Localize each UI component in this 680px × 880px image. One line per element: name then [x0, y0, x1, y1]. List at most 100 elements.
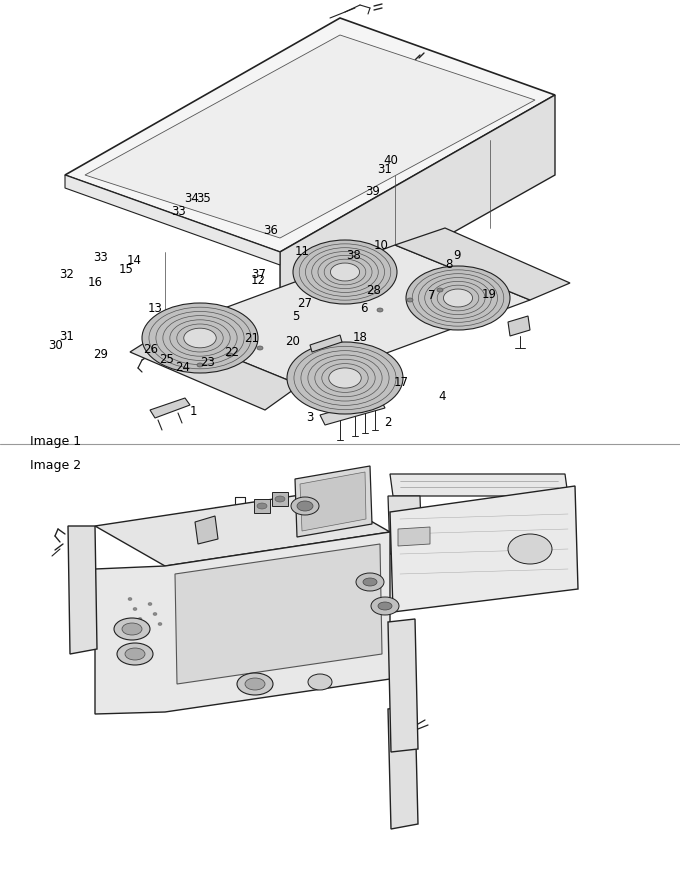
- Ellipse shape: [406, 266, 510, 330]
- Ellipse shape: [117, 643, 153, 665]
- Polygon shape: [388, 704, 418, 829]
- Polygon shape: [65, 18, 555, 252]
- Ellipse shape: [148, 603, 152, 605]
- Polygon shape: [310, 335, 342, 352]
- Text: Image 1: Image 1: [30, 435, 81, 448]
- Polygon shape: [508, 316, 530, 336]
- Ellipse shape: [275, 496, 285, 502]
- Text: 35: 35: [197, 192, 211, 204]
- Text: 7: 7: [428, 290, 436, 302]
- Text: 21: 21: [244, 333, 259, 345]
- Ellipse shape: [122, 623, 142, 635]
- Text: 28: 28: [367, 284, 381, 297]
- Text: 12: 12: [251, 275, 266, 287]
- Polygon shape: [95, 532, 390, 714]
- Polygon shape: [75, 544, 90, 552]
- Ellipse shape: [257, 346, 263, 350]
- Polygon shape: [75, 569, 90, 577]
- Ellipse shape: [356, 573, 384, 591]
- Text: 25: 25: [159, 353, 174, 365]
- Ellipse shape: [237, 673, 273, 695]
- Ellipse shape: [508, 534, 552, 564]
- Text: 17: 17: [394, 377, 409, 389]
- Ellipse shape: [125, 648, 145, 660]
- Polygon shape: [300, 472, 366, 531]
- Text: 36: 36: [263, 224, 278, 237]
- Polygon shape: [195, 516, 218, 544]
- Text: 26: 26: [143, 343, 158, 356]
- Polygon shape: [280, 95, 555, 330]
- Text: 33: 33: [171, 205, 186, 217]
- Text: 22: 22: [224, 346, 239, 358]
- Text: 20: 20: [285, 335, 300, 348]
- Text: 27: 27: [297, 297, 312, 310]
- Text: 33: 33: [93, 252, 108, 264]
- Polygon shape: [272, 492, 288, 506]
- Ellipse shape: [245, 678, 265, 690]
- Text: 1: 1: [190, 405, 198, 418]
- Text: 18: 18: [353, 331, 368, 343]
- Polygon shape: [388, 619, 418, 752]
- Polygon shape: [150, 398, 190, 418]
- Polygon shape: [85, 35, 535, 238]
- Ellipse shape: [114, 618, 150, 640]
- Text: 31: 31: [59, 330, 74, 342]
- Text: 19: 19: [482, 289, 497, 301]
- Polygon shape: [395, 228, 570, 300]
- Text: 30: 30: [48, 340, 63, 352]
- Ellipse shape: [227, 353, 233, 357]
- Ellipse shape: [133, 607, 137, 611]
- Text: 11: 11: [295, 246, 310, 258]
- Text: 24: 24: [175, 362, 190, 374]
- Polygon shape: [388, 496, 422, 554]
- Text: 3: 3: [306, 411, 313, 423]
- Text: 29: 29: [93, 348, 108, 361]
- Polygon shape: [390, 474, 568, 496]
- Text: 2: 2: [384, 416, 392, 429]
- Text: 10: 10: [373, 239, 388, 252]
- Ellipse shape: [293, 240, 397, 304]
- Text: 32: 32: [59, 268, 74, 281]
- Polygon shape: [320, 398, 385, 425]
- Polygon shape: [398, 527, 430, 546]
- Ellipse shape: [371, 597, 399, 615]
- Ellipse shape: [378, 602, 392, 610]
- Polygon shape: [390, 486, 578, 612]
- Polygon shape: [75, 624, 90, 632]
- Text: 14: 14: [127, 254, 142, 267]
- Ellipse shape: [138, 618, 142, 620]
- Ellipse shape: [308, 674, 332, 690]
- Ellipse shape: [153, 612, 157, 615]
- Ellipse shape: [363, 578, 377, 586]
- Ellipse shape: [330, 263, 360, 281]
- Polygon shape: [165, 245, 530, 385]
- Polygon shape: [175, 544, 382, 684]
- Text: 40: 40: [384, 154, 398, 166]
- Text: 31: 31: [377, 164, 392, 176]
- Text: 39: 39: [365, 186, 380, 198]
- Ellipse shape: [128, 598, 132, 600]
- Ellipse shape: [142, 303, 258, 373]
- Polygon shape: [75, 599, 90, 607]
- Polygon shape: [65, 175, 280, 265]
- Polygon shape: [68, 526, 97, 654]
- Ellipse shape: [184, 328, 216, 348]
- Text: 5: 5: [292, 311, 299, 323]
- Ellipse shape: [197, 363, 203, 367]
- Polygon shape: [254, 499, 270, 513]
- Ellipse shape: [158, 622, 162, 626]
- Text: 4: 4: [438, 390, 446, 402]
- Text: 9: 9: [453, 249, 461, 261]
- Ellipse shape: [297, 501, 313, 511]
- Text: Image 2: Image 2: [30, 459, 81, 472]
- Ellipse shape: [443, 289, 473, 307]
- Text: 6: 6: [360, 302, 368, 314]
- Polygon shape: [295, 466, 372, 537]
- Text: 8: 8: [445, 258, 452, 270]
- Ellipse shape: [143, 627, 147, 630]
- Ellipse shape: [377, 308, 383, 312]
- Text: 23: 23: [200, 356, 215, 369]
- Text: 16: 16: [88, 276, 103, 289]
- Text: 37: 37: [251, 268, 266, 281]
- Ellipse shape: [287, 342, 403, 414]
